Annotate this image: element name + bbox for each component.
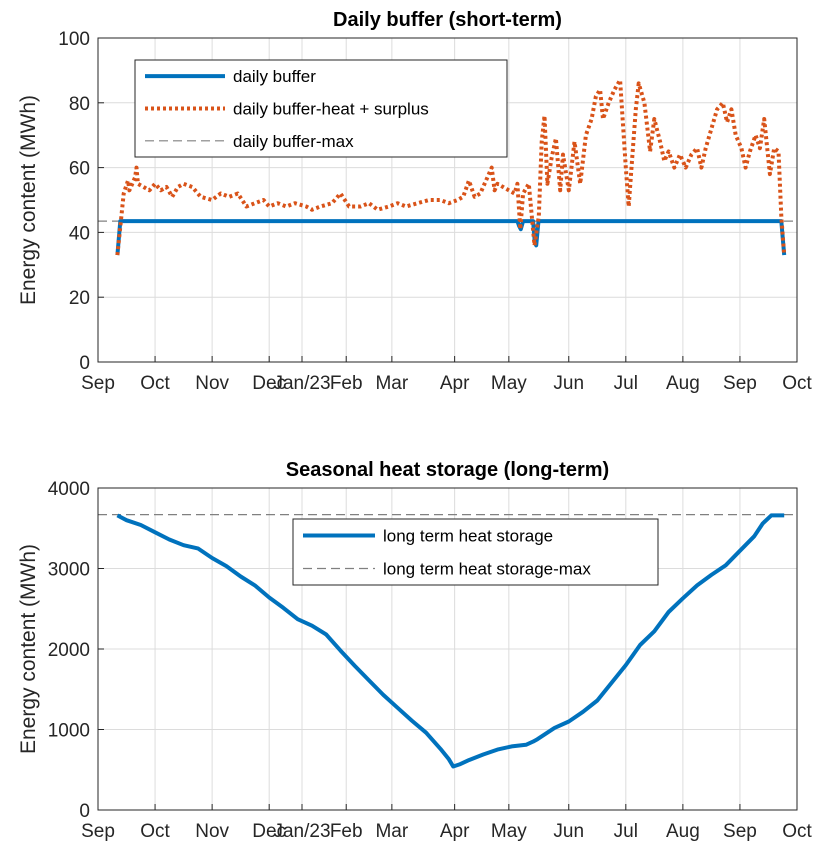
legend-label: daily buffer — [233, 67, 316, 86]
series-line-0 — [115, 219, 787, 256]
x-tick-label: Jan/23 — [273, 821, 330, 842]
y-tick-label: 2000 — [48, 640, 90, 661]
y-tick-label: 60 — [69, 159, 90, 180]
x-tick-label: Apr — [440, 373, 470, 394]
y-tick-label: 80 — [69, 94, 90, 115]
x-tick-label: Oct — [782, 373, 812, 394]
y-tick-label: 100 — [58, 29, 90, 50]
legend: daily buffer daily buffer-heat + surplus d… — [134, 59, 508, 158]
legend: long term heat storage long term heat sto… — [292, 518, 659, 586]
x-tick-label: May — [491, 373, 527, 394]
x-tick-label: Mar — [375, 821, 408, 842]
x-tick-label: May — [491, 821, 527, 842]
legend-label: daily buffer-max — [233, 132, 354, 151]
y-tick-label: 20 — [69, 288, 90, 309]
axes-frame — [97, 37, 798, 363]
series-line-0 — [116, 513, 785, 769]
x-tick-label: Jan/23 — [273, 373, 330, 394]
x-tick-label: Oct — [140, 821, 170, 842]
y-tick-label: 0 — [79, 353, 90, 374]
y-tick-label: 4000 — [48, 479, 90, 500]
x-tick-label: Dec — [252, 821, 286, 842]
y-axis-label: Energy content (MWh) — [17, 95, 40, 305]
x-tick-label: Sep — [81, 821, 115, 842]
y-tick-label: 40 — [69, 223, 90, 244]
x-tick-label: Sep — [81, 373, 115, 394]
x-tick-label: Sep — [723, 821, 757, 842]
x-tick-label: Apr — [440, 821, 470, 842]
y-axis-label: Energy content (MWh) — [17, 544, 40, 754]
y-tick-label: 1000 — [48, 721, 90, 742]
x-tick-label: Mar — [375, 373, 408, 394]
x-tick-label: Sep — [723, 373, 757, 394]
x-tick-label: Jul — [614, 373, 638, 394]
x-tick-label: Feb — [330, 821, 363, 842]
x-tick-label: Feb — [330, 373, 363, 394]
x-tick-label: Nov — [195, 821, 229, 842]
x-tick-label: Jun — [553, 821, 584, 842]
x-tick-label: Dec — [252, 373, 286, 394]
legend-label: long term heat storage-max — [383, 560, 591, 579]
x-tick-label: Jul — [614, 821, 638, 842]
x-tick-label: Oct — [140, 373, 170, 394]
x-tick-label: Aug — [666, 821, 700, 842]
x-tick-label: Aug — [666, 373, 700, 394]
x-tick-label: Nov — [195, 373, 229, 394]
legend-label: daily buffer-heat + surplus — [233, 100, 429, 119]
legend-box — [292, 518, 659, 586]
y-tick-label: 0 — [79, 801, 90, 822]
x-tick-label: Oct — [782, 821, 812, 842]
chart-title: Seasonal heat storage (long-term) — [286, 459, 609, 481]
y-tick-label: 3000 — [48, 560, 90, 581]
x-tick-label: Jun — [553, 373, 584, 394]
chart-title: Daily buffer (short-term) — [333, 9, 562, 31]
legend-label: long term heat storage — [383, 527, 553, 546]
